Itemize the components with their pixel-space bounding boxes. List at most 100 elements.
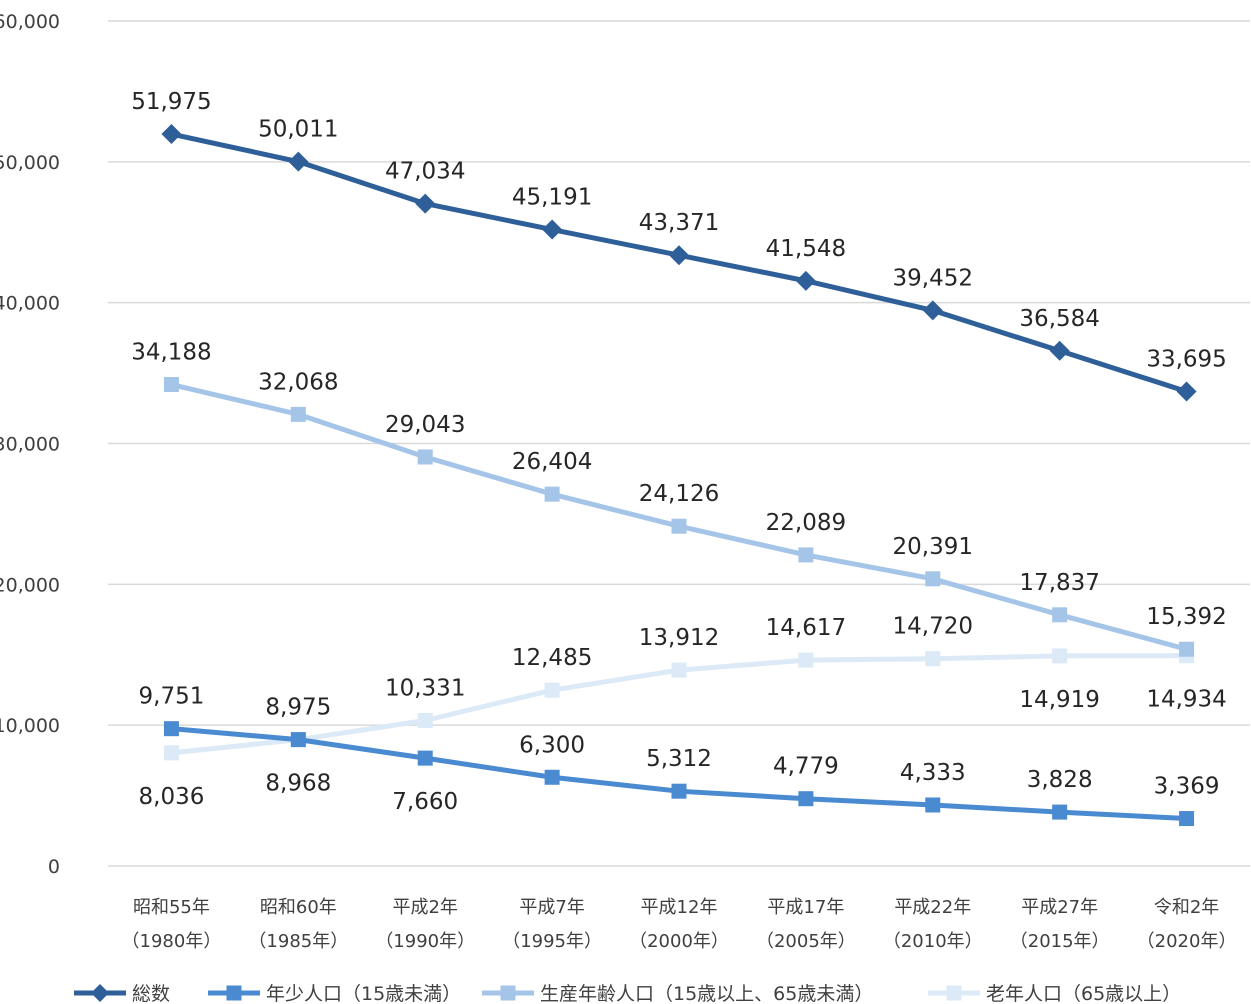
x-tick-label-year: （2020年）	[1137, 931, 1237, 952]
data-point-marker	[544, 682, 560, 698]
y-tick-label: 30,000	[0, 434, 60, 456]
data-point-marker	[1052, 648, 1068, 664]
x-axis-ticks: 昭和55年 （1980年） 昭和60年 （1985年） 平成2年 （1990年） 平成7年 （…	[122, 897, 1237, 952]
data-point-marker	[1179, 641, 1195, 657]
legend-label: 総数	[132, 983, 170, 1004]
data-label: 32,068	[258, 369, 338, 395]
data-point-marker	[922, 300, 943, 321]
x-tick-label: 平成2年	[392, 897, 457, 918]
x-tick-label: 平成27年	[1021, 897, 1098, 918]
x-tick-label-year: （2000年）	[629, 931, 729, 952]
x-tick-label-year: （1995年）	[502, 931, 602, 952]
data-label: 47,034	[385, 159, 465, 185]
y-tick-label: 60,000	[0, 11, 60, 33]
data-label: 34,188	[131, 340, 211, 366]
data-label: 14,919	[1019, 687, 1099, 713]
data-point-marker	[417, 713, 433, 729]
data-label: 14,934	[1146, 687, 1226, 713]
data-label: 5,312	[646, 746, 712, 772]
data-point-marker	[163, 377, 179, 393]
x-tick-label: 平成7年	[519, 897, 584, 918]
data-label: 51,975	[131, 89, 211, 115]
data-point-marker	[163, 745, 179, 761]
data-point-marker	[163, 721, 179, 737]
data-label: 29,043	[385, 412, 465, 438]
x-tick-label: 昭和60年	[260, 897, 337, 918]
data-label: 8,968	[265, 771, 331, 797]
data-label: 39,452	[893, 265, 973, 291]
data-point-marker	[544, 769, 560, 785]
legend-swatch-marker	[946, 985, 962, 1001]
series-line-2	[170, 382, 1188, 652]
x-tick-label-year: （1980年）	[122, 931, 222, 952]
data-label: 17,837	[1019, 570, 1099, 596]
data-point-marker	[290, 406, 306, 422]
data-label: 4,779	[773, 754, 839, 780]
x-tick-label: 令和2年	[1154, 897, 1219, 918]
data-point-marker	[542, 219, 563, 240]
data-label: 7,660	[392, 789, 458, 815]
y-tick-label: 40,000	[0, 293, 60, 315]
data-label: 3,369	[1154, 774, 1220, 800]
data-label: 8,036	[139, 784, 205, 810]
data-label: 14,617	[766, 615, 846, 641]
data-labels: 51,975 50,011 47,034 45,191 43,371 41,548 39,4…	[131, 89, 1227, 815]
data-label: 22,089	[766, 510, 846, 536]
y-tick-label: 20,000	[0, 574, 60, 596]
data-point-marker	[798, 547, 814, 563]
data-point-marker	[798, 791, 814, 807]
data-label: 14,720	[893, 614, 973, 640]
y-tick-label: 10,000	[0, 715, 60, 737]
data-label: 24,126	[639, 481, 719, 507]
data-label: 3,828	[1027, 767, 1093, 793]
data-point-marker	[669, 245, 689, 266]
data-label: 33,695	[1146, 346, 1226, 372]
data-label: 20,391	[893, 534, 973, 560]
data-point-marker	[795, 270, 816, 291]
data-point-marker	[415, 193, 436, 214]
y-axis-ticks: 0 10,000 20,000 30,000 40,000 50,000 60,000	[0, 11, 60, 878]
x-tick-label: 昭和55年	[133, 897, 210, 918]
legend-swatch-marker	[226, 985, 242, 1001]
data-label: 41,548	[766, 236, 846, 262]
data-point-marker	[1052, 804, 1068, 820]
data-label: 9,751	[139, 684, 205, 710]
legend-label: 生産年齢人口（15歳以上、65歳未満）	[540, 983, 873, 1004]
data-point-marker	[925, 571, 941, 587]
data-point-marker	[417, 449, 433, 465]
legend-swatch-marker	[91, 984, 109, 1002]
x-tick-label-year: （2015年）	[1010, 931, 1110, 952]
x-tick-label-year: （2005年）	[756, 931, 856, 952]
data-label: 15,392	[1146, 604, 1226, 630]
data-label: 50,011	[258, 117, 338, 143]
data-label: 12,485	[512, 645, 592, 671]
data-label: 13,912	[639, 625, 719, 651]
legend-label: 年少人口（15歳未満）	[266, 983, 461, 1004]
legend-label: 老年人口（65歳以上）	[986, 983, 1181, 1004]
data-point-marker	[1052, 607, 1068, 623]
data-label: 26,404	[512, 449, 592, 475]
data-point-marker	[671, 662, 687, 678]
data-label: 10,331	[385, 676, 465, 702]
series-layer	[161, 124, 1197, 827]
data-point-marker	[671, 783, 687, 799]
data-point-marker	[161, 124, 182, 145]
x-tick-label-year: （1990年）	[375, 931, 475, 952]
data-point-marker	[544, 486, 560, 502]
data-point-marker	[1049, 340, 1070, 361]
data-point-marker	[925, 651, 941, 667]
x-tick-label: 平成17年	[767, 897, 844, 918]
data-label: 36,584	[1019, 306, 1099, 332]
data-label: 6,300	[519, 732, 585, 758]
x-tick-label: 平成22年	[894, 897, 971, 918]
data-point-marker	[290, 732, 306, 748]
data-point-marker	[925, 797, 941, 813]
data-point-marker	[1176, 381, 1197, 402]
data-point-marker	[1179, 811, 1195, 827]
x-tick-label-year: （1985年）	[248, 931, 348, 952]
x-tick-label-year: （2010年）	[883, 931, 983, 952]
data-point-marker	[798, 652, 814, 668]
legend-swatch-marker	[500, 985, 516, 1001]
data-label: 4,333	[900, 760, 966, 786]
